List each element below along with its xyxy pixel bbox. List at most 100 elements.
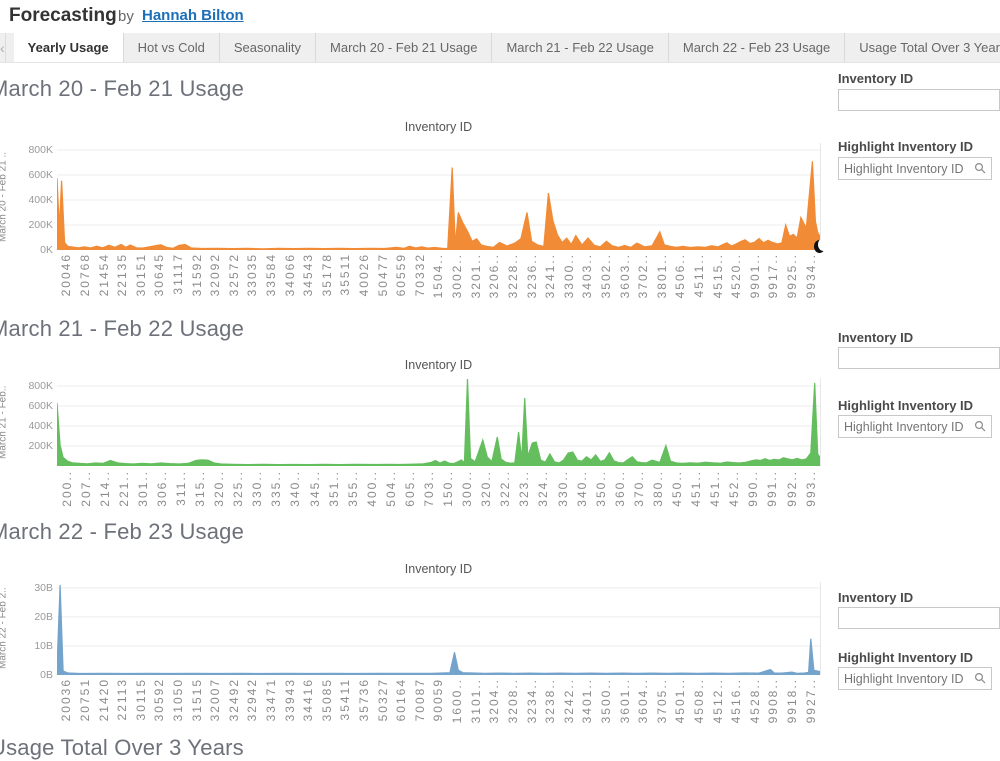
x-tick-label: 32492 [226, 678, 241, 722]
page-header: Forecasting by Hannah Bilton [0, 0, 1000, 33]
section-title-march22-feb23: March 22 - Feb 23 Usage [0, 519, 245, 544]
tab-usage-total-over-3-years[interactable]: Usage Total Over 3 Years [845, 33, 1000, 62]
tabs-scroll-left-button[interactable]: ‹ [0, 33, 6, 62]
highlight-inventory-id-input[interactable] [839, 419, 974, 434]
x-tick-label: 4511.. [692, 253, 707, 298]
chart-canvas [57, 378, 820, 466]
x-tick-slot: 31117 [169, 253, 188, 321]
x-tick-label: 34543 [301, 253, 316, 297]
highlight-inventory-id-input[interactable] [839, 161, 974, 176]
x-tick-slot: 35411 [336, 678, 355, 746]
x-tick-label: 9917.. [766, 253, 781, 299]
x-tick-label: 450.. [670, 470, 685, 507]
x-tick-slot: 400.. [362, 470, 381, 512]
x-tick-label: 350.. [593, 470, 608, 507]
chart-march20-feb21[interactable] [57, 143, 821, 250]
x-tick-label: 30151 [133, 253, 148, 297]
x-tick-slot: 340.. [572, 470, 591, 512]
x-tick-slot: 380.. [648, 470, 667, 512]
x-tick-label: 504.. [383, 470, 398, 507]
x-tick-slot: 991.. [763, 470, 782, 512]
x-tick-label: 35511 [338, 253, 353, 296]
y-tick-label: 800K [28, 144, 53, 156]
x-tick-slot: 323.. [515, 470, 534, 512]
chart-march21-feb22[interactable] [57, 378, 821, 466]
x-tick-slot: 992.. [782, 470, 801, 512]
tab-yearly-usage[interactable]: Yearly Usage [13, 33, 124, 62]
inventory-id-label: Inventory ID [838, 330, 914, 345]
x-tick-label: 50327 [375, 678, 390, 722]
x-tick-label: 1600.. [450, 678, 465, 724]
highlight-inventory-id-searchbox[interactable] [838, 415, 992, 438]
area-series[interactable] [57, 161, 820, 250]
inventory-id-input[interactable] [838, 347, 1000, 369]
x-tick-slot: 703.. [419, 470, 438, 512]
x-tick-slot: 3201.. [466, 253, 485, 321]
x-tick-slot: 330.. [248, 470, 267, 512]
x-tick-slot: 3238.. [541, 678, 560, 746]
tab-march-21-feb-22-usage[interactable]: March 21 - Feb 22 Usage [492, 33, 669, 62]
x-tick-slot: 22135 [113, 253, 132, 321]
y-tick-label: 600K [28, 400, 53, 412]
x-tick-slot: 504.. [381, 470, 400, 512]
x-tick-label: 22135 [115, 253, 130, 297]
x-tick-slot: 4520.. [727, 253, 746, 321]
tab-hot-vs-cold[interactable]: Hot vs Cold [123, 33, 220, 62]
x-tick-label: 311.. [174, 470, 188, 506]
x-tick-label: 60164 [394, 678, 409, 722]
byline: by [118, 8, 134, 25]
x-tick-slot: 452.. [725, 470, 744, 512]
tab-seasonality[interactable]: Seasonality [219, 33, 317, 62]
x-tick-label: 20751 [77, 678, 92, 722]
highlight-inventory-id-searchbox[interactable] [838, 667, 992, 690]
x-tick-slot: 150.. [439, 470, 458, 512]
x-tick-label: 330.. [250, 470, 265, 507]
x-tick-label: 3242.. [561, 678, 576, 724]
chart-canvas [57, 149, 820, 250]
inventory-id-input[interactable] [838, 607, 1000, 629]
highlight-inventory-id-input[interactable] [839, 671, 974, 686]
x-tick-label: 21420 [96, 678, 111, 722]
x-tick-slot: 9918.. [783, 678, 802, 746]
magnifier-icon [974, 672, 986, 684]
x-tick-label: 3002.. [450, 253, 465, 299]
x-tick-label: 20036 [59, 678, 74, 722]
x-axis-title: Inventory ID [404, 120, 473, 134]
x-tick-label: 30115 [133, 678, 148, 721]
x-tick-label: 1504.. [431, 253, 446, 299]
x-tick-label: 40026 [357, 253, 372, 297]
chart-canvas [57, 584, 820, 675]
x-tick-label: 20046 [59, 253, 74, 297]
x-tick-slot: 3236.. [522, 253, 541, 321]
x-tick-slot: 4528.. [746, 678, 765, 746]
area-series[interactable] [57, 584, 820, 675]
y-tick-label: 800K [28, 380, 53, 392]
x-tick-label: 3403.. [580, 253, 595, 299]
author-link[interactable]: Hannah Bilton [142, 7, 244, 24]
x-tick-label: 34066 [282, 253, 297, 297]
x-tick-slot: 9927.. [801, 678, 820, 746]
x-tick-slot: 3603.. [615, 253, 634, 321]
tab-march-20-feb-21-usage[interactable]: March 20 - Feb 21 Usage [316, 33, 493, 62]
x-tick-slot: 34066 [280, 253, 299, 321]
x-tick-slot: 207.. [76, 470, 95, 512]
x-tick-slot: 3401.. [578, 678, 597, 746]
y-tick-label: 200K [28, 219, 53, 231]
x-tick-label: 451.. [708, 470, 723, 507]
x-tick-label: 32092 [208, 253, 223, 297]
x-tick-label: 345.. [307, 470, 322, 507]
area-series[interactable] [57, 378, 820, 466]
x-tick-label: 605.. [402, 470, 417, 507]
chart-march22-feb23[interactable] [57, 582, 821, 675]
highlight-inventory-id-searchbox[interactable] [838, 157, 992, 180]
x-tick-label: 207.. [78, 470, 93, 507]
tab-march-22-feb-23-usage[interactable]: March 22 - Feb 23 Usage [668, 33, 846, 62]
x-tick-label: 301.. [135, 470, 150, 507]
x-tick-slot: 90059 [429, 678, 448, 746]
x-tick-label: 150.. [441, 470, 456, 507]
x-tick-slot: 3702.. [634, 253, 653, 321]
x-tick-label: 322.. [498, 470, 513, 507]
x-tick-label: 70332 [412, 253, 427, 297]
x-tick-slot: 3601.. [615, 678, 634, 746]
inventory-id-input[interactable] [838, 89, 1000, 111]
